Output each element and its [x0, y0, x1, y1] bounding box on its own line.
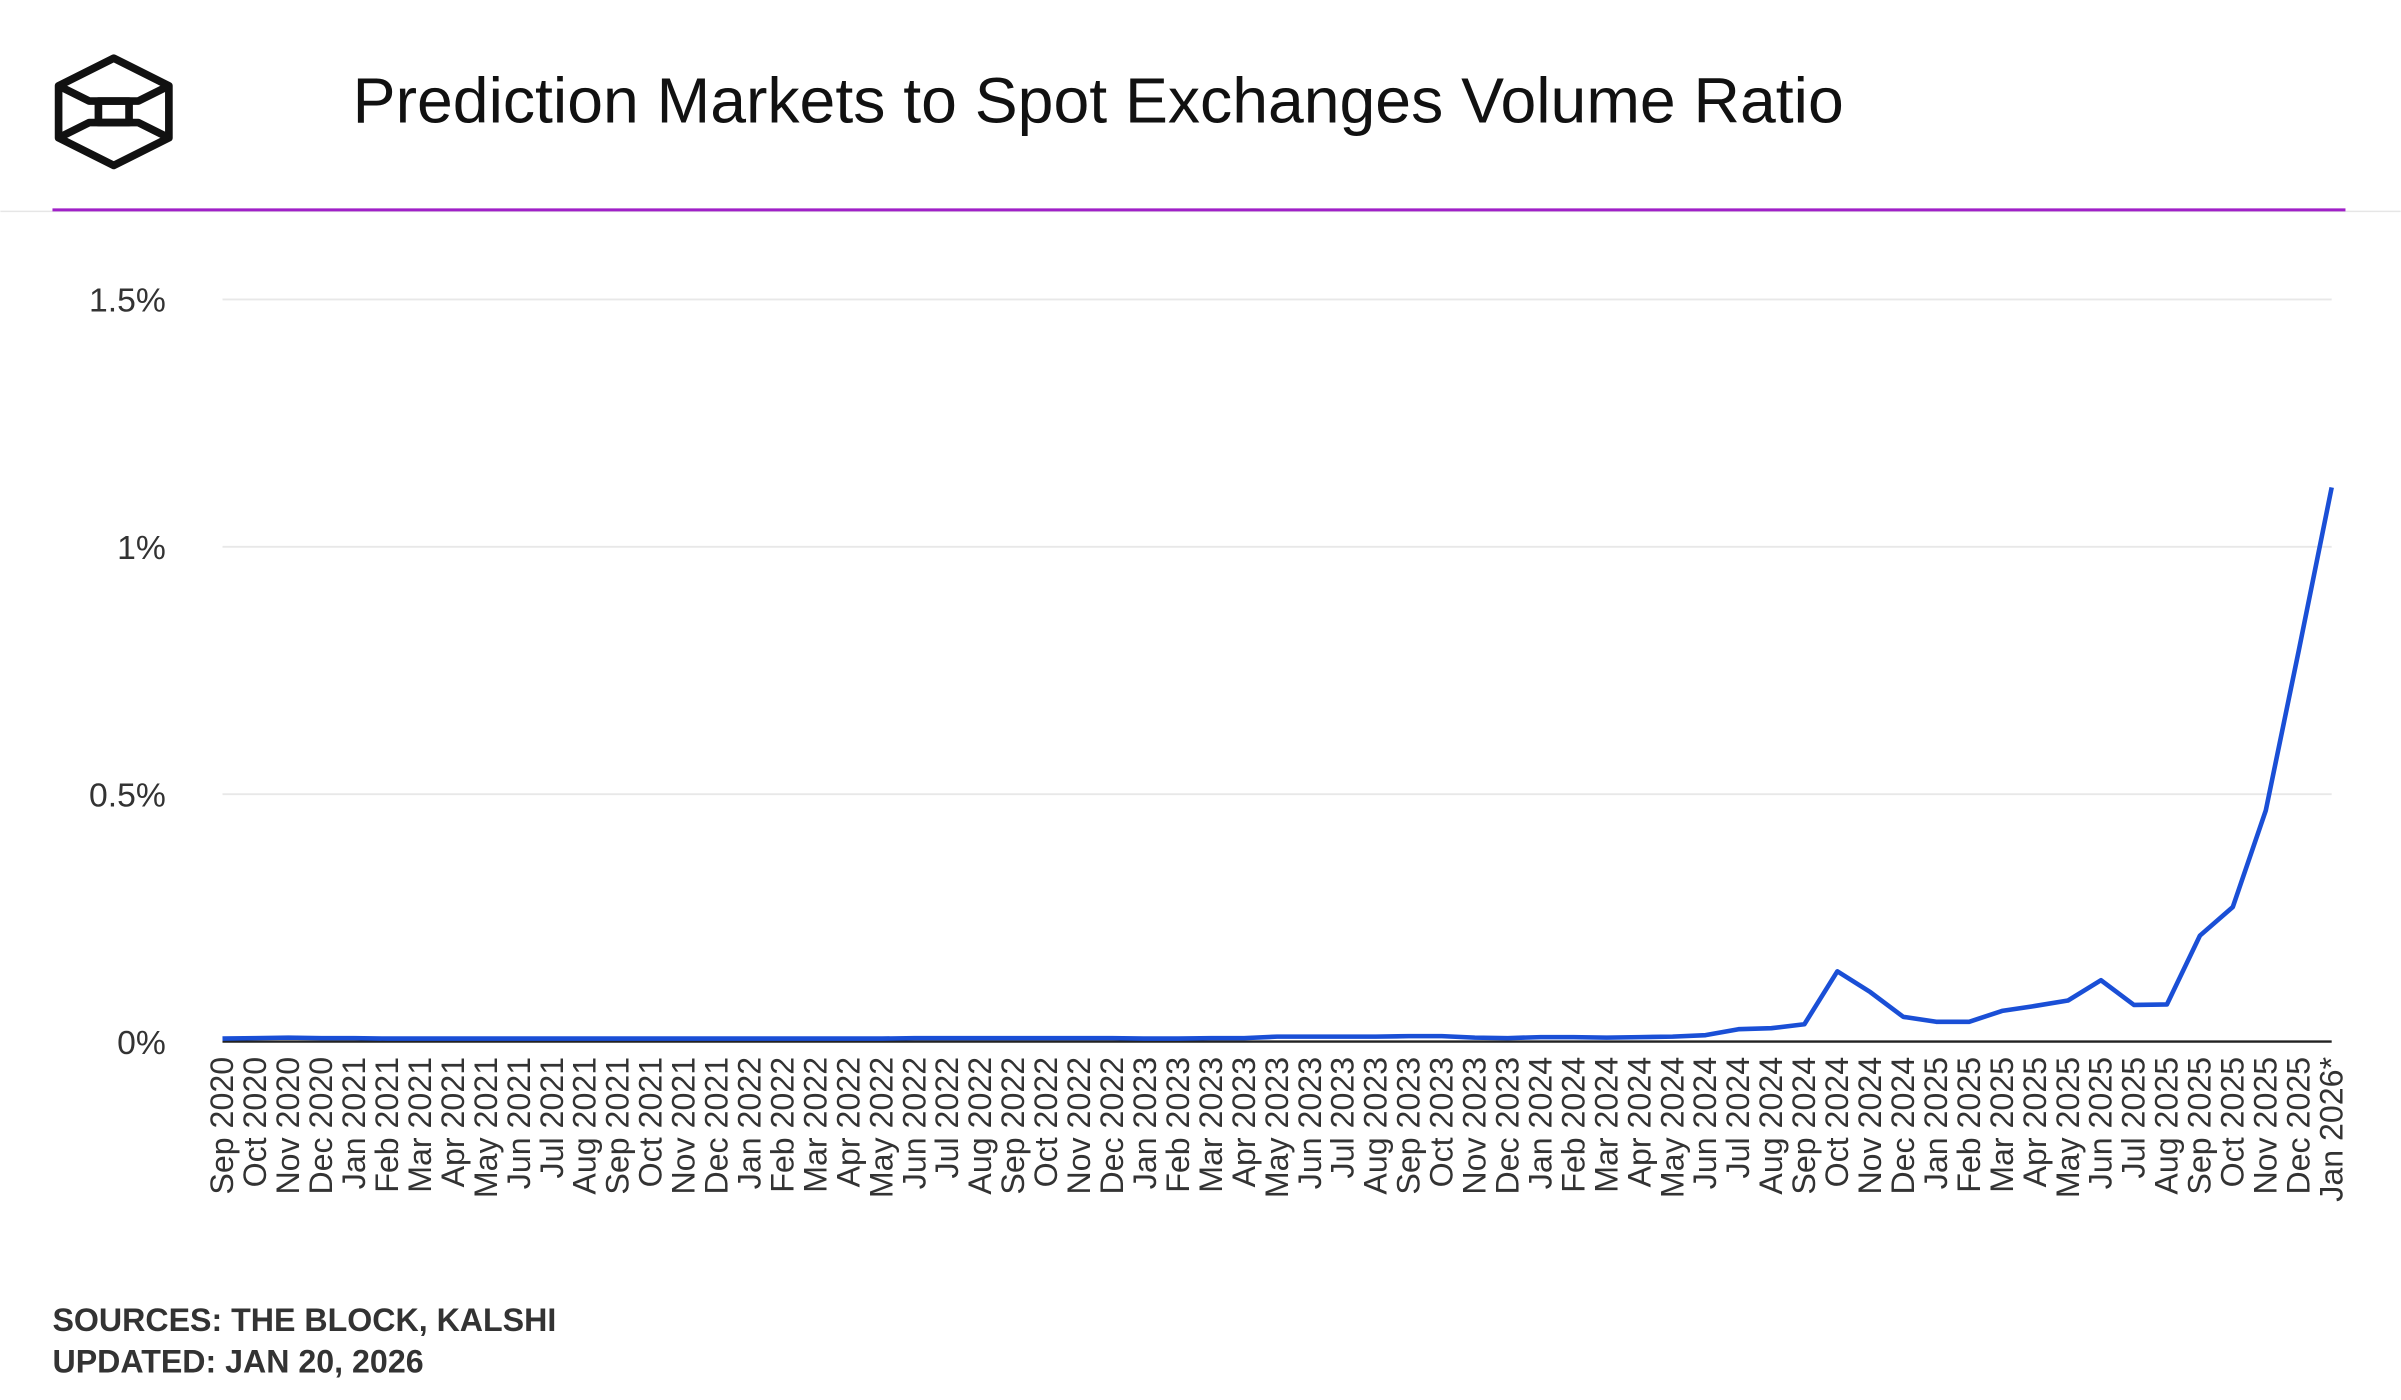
x-tick-label: Jul 2022: [929, 1057, 965, 1179]
x-tick-label: Jan 2024: [1522, 1057, 1558, 1189]
x-tick-label: Mar 2024: [1588, 1057, 1624, 1193]
x-tick-label: May 2021: [468, 1057, 504, 1198]
x-tick-label: Feb 2025: [1951, 1057, 1987, 1193]
x-tick-label: Aug 2021: [567, 1057, 603, 1195]
x-tick-label: Apr 2022: [830, 1057, 866, 1188]
x-tick-label: Dec 2025: [2280, 1057, 2316, 1195]
x-tick-label: Jun 2024: [1687, 1057, 1723, 1189]
x-tick-label: Feb 2021: [369, 1057, 405, 1193]
x-tick-label: Oct 2024: [1819, 1057, 1855, 1188]
x-tick-label: Jul 2021: [534, 1057, 570, 1179]
x-tick-label: Mar 2021: [402, 1057, 438, 1193]
x-tick-label: Apr 2023: [1226, 1057, 1262, 1188]
updated: UPDATED: JAN 20, 2026: [52, 1343, 423, 1379]
x-tick-label: Dec 2020: [303, 1057, 339, 1195]
x-tick-label: Mar 2025: [1984, 1057, 2020, 1193]
x-tick-label: May 2022: [863, 1057, 899, 1198]
x-tick-label: May 2025: [2050, 1057, 2086, 1198]
x-tick-label: Sep 2025: [2182, 1057, 2218, 1195]
x-tick-label: Jan 2022: [732, 1057, 768, 1189]
x-tick-label: Jun 2022: [896, 1057, 932, 1189]
y-tick-label: 0%: [117, 1025, 166, 1062]
x-tick-label: Nov 2022: [1061, 1057, 1097, 1195]
x-tick-label: Jan 2023: [1127, 1057, 1163, 1189]
x-tick-label: Apr 2021: [435, 1057, 471, 1188]
x-tick-label: Dec 2021: [699, 1057, 735, 1195]
x-tick-label: Sep 2024: [1786, 1057, 1822, 1195]
x-tick-label: Jul 2023: [1325, 1057, 1361, 1179]
x-tick-label: Oct 2023: [1424, 1057, 1460, 1188]
x-tick-label: Dec 2024: [1885, 1057, 1921, 1195]
x-tick-label: Feb 2022: [764, 1057, 800, 1193]
x-tick-label: Aug 2023: [1358, 1057, 1394, 1195]
x-tick-label: Jul 2025: [2116, 1057, 2152, 1179]
x-tick-label: Sep 2021: [600, 1057, 636, 1195]
y-tick-label: 0.5%: [89, 777, 166, 814]
x-tick-label: Jul 2024: [1720, 1057, 1756, 1179]
x-tick-label: Sep 2020: [204, 1057, 240, 1195]
chart-title: Prediction Markets to Spot Exchanges Vol…: [353, 65, 1844, 137]
logo: [54, 54, 173, 170]
x-tick-label: Oct 2022: [1028, 1057, 1064, 1188]
x-tick-label: May 2023: [1259, 1057, 1295, 1198]
x-tick-label: Mar 2022: [797, 1057, 833, 1193]
x-tick-label: Jan 2025: [1918, 1057, 1954, 1189]
x-tick-label: Jun 2021: [501, 1057, 537, 1189]
x-tick-label: Nov 2025: [2247, 1057, 2283, 1195]
x-tick-label: Apr 2024: [1621, 1057, 1657, 1188]
x-tick-label: Jan 2021: [336, 1057, 372, 1189]
x-tick-label: Jan 2026*: [2313, 1056, 2349, 1201]
x-tick-label: May 2024: [1654, 1057, 1690, 1198]
x-tick-label: Aug 2025: [2149, 1057, 2185, 1195]
x-tick-label: Aug 2022: [962, 1057, 998, 1195]
y-tick-label: 1%: [117, 530, 166, 567]
x-tick-label: Jun 2025: [2083, 1057, 2119, 1189]
x-tick-label: Nov 2023: [1457, 1057, 1493, 1195]
x-tick-label: Nov 2021: [666, 1057, 702, 1195]
x-tick-label: Jun 2023: [1292, 1057, 1328, 1189]
x-tick-label: Sep 2022: [995, 1057, 1031, 1195]
x-tick-label: Aug 2024: [1753, 1057, 1789, 1195]
x-tick-label: Dec 2022: [1094, 1057, 1130, 1195]
x-tick-label: Oct 2025: [2215, 1057, 2251, 1188]
sources: SOURCES: THE BLOCK, KALSHI: [52, 1302, 556, 1338]
line: [222, 487, 2334, 1041]
x-tick-label: Feb 2023: [1160, 1057, 1196, 1193]
x-tick-label: Apr 2025: [2017, 1057, 2053, 1188]
x-tick-label: Nov 2024: [1852, 1057, 1888, 1195]
x-tick-label: Mar 2023: [1193, 1057, 1229, 1193]
x-tick-label: Feb 2024: [1555, 1057, 1591, 1193]
x-tick-label: Dec 2023: [1490, 1057, 1526, 1195]
x-tick-label: Oct 2021: [633, 1057, 669, 1188]
x-tick-label: Nov 2020: [270, 1057, 306, 1195]
y-tick-label: 1.5%: [89, 283, 166, 320]
x-tick-label: Sep 2023: [1391, 1057, 1427, 1195]
x-tick-label: Oct 2020: [237, 1057, 273, 1188]
